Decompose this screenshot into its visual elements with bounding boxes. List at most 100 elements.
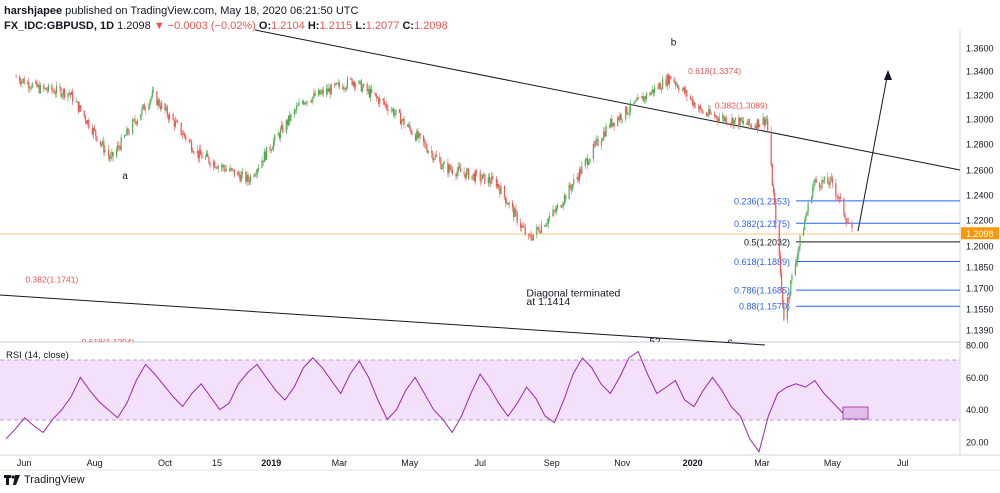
candle-body — [659, 83, 661, 90]
candle-body — [18, 77, 21, 82]
candle-body — [157, 99, 159, 106]
candle-body — [547, 218, 549, 224]
candle-body — [425, 143, 427, 149]
candle-body — [641, 96, 643, 99]
candle-body — [158, 99, 160, 107]
rsi-highlight-box[interactable] — [842, 406, 869, 420]
candle-body — [75, 101, 77, 103]
rsi-axis[interactable]: 80.00 60.00 40.00 20.00 — [966, 341, 989, 448]
candle-body — [125, 135, 127, 137]
time-axis-label: May — [401, 458, 419, 468]
candle-body — [204, 156, 207, 159]
candle-body — [573, 178, 575, 185]
candle-body — [402, 118, 404, 121]
candle-body — [371, 89, 373, 93]
candle-body — [189, 141, 192, 143]
candle-body — [274, 135, 276, 142]
candle-body — [272, 141, 275, 149]
candle-body — [578, 169, 581, 181]
candle-body — [22, 78, 24, 81]
candle-body — [394, 113, 396, 116]
candle-body — [457, 166, 459, 172]
price-axis-label: 1.1700 — [966, 284, 994, 294]
candle-body — [545, 224, 547, 227]
candle-body — [69, 93, 71, 95]
candle-body — [103, 141, 105, 153]
candle-body — [823, 176, 825, 182]
candle-body — [613, 122, 615, 126]
last-price-tag[interactable] — [961, 227, 999, 240]
candle-body — [799, 235, 801, 247]
candle-body — [200, 149, 202, 155]
price-axis-label: 1.2000 — [966, 242, 994, 252]
candle-body — [51, 85, 53, 91]
time-axis[interactable]: Jun Aug Oct 15 2019 Mar May Jul Sep Nov 2020 Mar May… — [17, 458, 909, 468]
candle-body — [843, 198, 845, 215]
candle-body — [530, 235, 532, 239]
annotation-label: 0.618(1.3374) — [688, 66, 741, 76]
candle-body — [419, 133, 421, 136]
candle-body — [718, 117, 720, 122]
candle-body — [359, 80, 361, 82]
candle-body — [305, 102, 307, 104]
candle-body — [748, 119, 750, 125]
candle-body — [296, 106, 298, 110]
annotation-label: b — [671, 38, 677, 49]
candle-body — [28, 82, 30, 89]
candle-body — [245, 171, 247, 182]
tradingview-logo[interactable]: TradingView — [4, 474, 85, 486]
candle-body — [414, 134, 417, 141]
candle-body — [277, 133, 279, 136]
candle-body — [95, 130, 97, 137]
candle-body — [190, 141, 193, 151]
candle-body — [317, 90, 320, 96]
candle-body — [271, 148, 273, 151]
price-axis-label: 1.2600 — [966, 166, 994, 176]
candle-body — [70, 91, 73, 95]
candle-body — [335, 83, 337, 85]
candle-body — [196, 150, 198, 153]
candle-body — [524, 227, 526, 235]
candle-body — [759, 124, 761, 128]
candle-body — [635, 100, 637, 102]
candle-body — [552, 209, 554, 217]
candle-body — [455, 173, 457, 177]
candle-body — [68, 93, 70, 94]
candle-body — [54, 93, 56, 95]
candle-body — [269, 146, 271, 151]
candle-body — [281, 125, 283, 130]
candle-body — [60, 88, 62, 97]
candle-body — [224, 168, 226, 172]
publisher-name[interactable]: harshjapee — [4, 5, 63, 17]
candle-body — [528, 234, 530, 236]
symbol-label[interactable]: FX_IDC:GBPUSD, 1D — [4, 20, 115, 32]
candle-body — [247, 174, 249, 181]
candle-body — [188, 139, 190, 142]
candle-body — [714, 113, 716, 117]
candle-body — [263, 151, 265, 163]
candle-body — [124, 135, 126, 138]
tradingview-icon — [4, 475, 20, 485]
candle-body — [172, 113, 174, 120]
candle-body — [845, 218, 847, 223]
candle-body — [828, 183, 830, 186]
candle-body — [306, 100, 308, 104]
candle-body — [562, 203, 564, 206]
projection-line-1 — [857, 71, 889, 232]
candle-body — [553, 209, 555, 211]
rsi-band — [0, 360, 960, 420]
candle-body — [239, 175, 241, 182]
candle-body — [682, 87, 685, 90]
candle-body — [180, 122, 182, 135]
candle-body — [338, 82, 340, 87]
candle-body — [731, 118, 733, 124]
candle-body — [780, 273, 783, 288]
candle-body — [320, 92, 322, 95]
candle-body — [732, 118, 734, 127]
low-label: L: — [355, 20, 366, 32]
candle-body — [297, 105, 299, 107]
candle-body — [132, 120, 134, 134]
price-axis[interactable]: 1.3600 1.3400 1.3200 1.3000 1.2800 1.2600 1.24… — [961, 44, 999, 336]
candle-body — [484, 173, 486, 184]
candle-body — [611, 118, 613, 127]
